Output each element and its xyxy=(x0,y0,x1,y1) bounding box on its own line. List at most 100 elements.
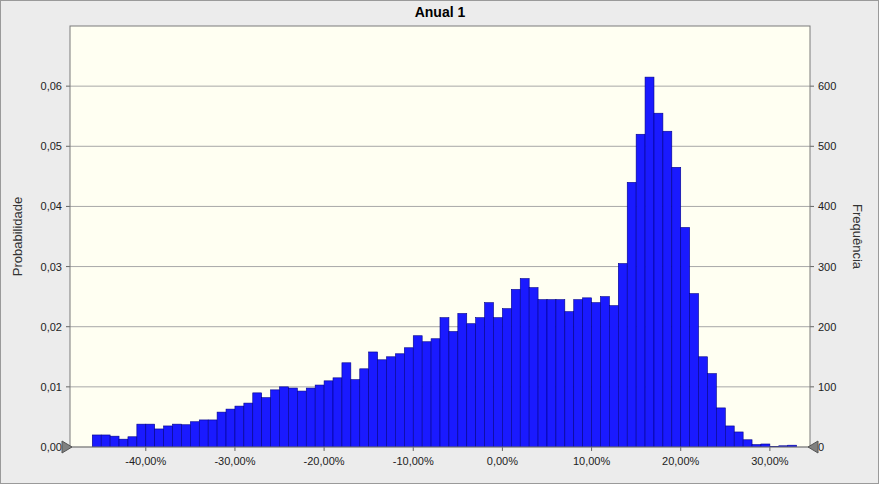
tick xyxy=(66,326,70,327)
bar xyxy=(476,318,485,447)
bar xyxy=(297,391,306,447)
x-tick-label: -10,00% xyxy=(393,455,434,467)
tick xyxy=(591,447,592,451)
y2-tick-label: 200 xyxy=(818,321,836,333)
tick xyxy=(810,206,814,207)
bar xyxy=(502,309,511,447)
bar xyxy=(609,306,618,447)
plot-area xyxy=(70,26,810,447)
x-tick-label: 20,00% xyxy=(662,455,700,467)
bar xyxy=(342,363,351,447)
bar xyxy=(92,435,101,447)
bar xyxy=(253,393,262,447)
bar xyxy=(431,339,440,447)
bar xyxy=(725,426,734,447)
bar xyxy=(110,436,119,447)
bar xyxy=(485,303,494,447)
bar xyxy=(378,360,387,447)
bar xyxy=(155,429,164,447)
bar xyxy=(627,182,636,447)
bar xyxy=(716,408,725,447)
bar xyxy=(583,298,592,447)
y-tick-label: 0,00 xyxy=(41,441,62,453)
bar xyxy=(440,318,449,447)
grid-line xyxy=(70,206,810,207)
bar xyxy=(404,348,413,447)
grid-line xyxy=(70,146,810,147)
bar xyxy=(181,425,190,447)
bar xyxy=(128,437,137,447)
bar xyxy=(663,131,672,447)
tick xyxy=(66,386,70,387)
bar xyxy=(324,381,333,447)
bar xyxy=(636,134,645,447)
x-tick-label: -30,00% xyxy=(214,455,255,467)
tick xyxy=(810,146,814,147)
tick xyxy=(234,447,235,451)
tick xyxy=(66,206,70,207)
bar xyxy=(315,385,324,447)
bar xyxy=(351,380,360,447)
x-tick-label: -40,00% xyxy=(125,455,166,467)
bar xyxy=(226,409,235,447)
bar xyxy=(681,227,690,447)
bar xyxy=(734,432,743,447)
y2-tick-label: 400 xyxy=(818,200,836,212)
bar xyxy=(690,294,699,447)
bar xyxy=(645,77,654,447)
bar xyxy=(618,264,627,447)
bar xyxy=(280,387,289,447)
tick xyxy=(66,266,70,267)
bar xyxy=(306,388,315,447)
slider-marker xyxy=(808,441,818,453)
bar xyxy=(244,403,253,447)
bar xyxy=(449,332,458,447)
grid-line xyxy=(70,86,810,87)
title: Anual 1 xyxy=(415,4,466,20)
tick xyxy=(810,386,814,387)
tick xyxy=(810,86,814,87)
y-tick-label: 0,06 xyxy=(41,80,62,92)
bar xyxy=(574,300,583,447)
x-tick-label: 30,00% xyxy=(751,455,789,467)
grid-line xyxy=(70,266,810,267)
bar xyxy=(387,357,396,447)
y-tick-label: 0,05 xyxy=(41,140,62,152)
bar xyxy=(208,420,217,447)
tick xyxy=(502,447,503,451)
bar xyxy=(422,342,431,447)
bar xyxy=(467,324,476,447)
tick xyxy=(145,447,146,451)
bar xyxy=(262,398,271,447)
bar xyxy=(538,300,547,447)
y2-tick-label: 500 xyxy=(818,140,836,152)
bar xyxy=(164,426,173,447)
bar xyxy=(137,424,146,447)
bar xyxy=(458,313,467,447)
bar xyxy=(395,354,404,447)
chart: Anual 10,000,010,020,030,040,050,0601002… xyxy=(0,0,879,484)
bar xyxy=(217,412,226,447)
y-tick-label: 0,02 xyxy=(41,321,62,333)
y2-tick-label: 600 xyxy=(818,80,836,92)
y2-tick-label: 100 xyxy=(818,381,836,393)
y-tick-label: 0,04 xyxy=(41,200,62,212)
y-axis-title: Probabilidade xyxy=(10,197,25,277)
bar xyxy=(529,288,538,447)
bar xyxy=(199,420,208,447)
bar xyxy=(190,422,199,447)
y-tick-label: 0,01 xyxy=(41,381,62,393)
bar xyxy=(333,378,342,447)
tick xyxy=(810,326,814,327)
x-tick-label: 10,00% xyxy=(573,455,611,467)
bar xyxy=(600,297,609,447)
tick xyxy=(680,447,681,451)
bar xyxy=(101,435,110,447)
slider-marker xyxy=(62,441,72,453)
x-tick-label: 0,00% xyxy=(487,455,518,467)
background xyxy=(1,1,879,484)
bar xyxy=(743,440,752,447)
bar xyxy=(146,424,155,447)
bar xyxy=(493,318,502,447)
bar xyxy=(520,279,529,447)
